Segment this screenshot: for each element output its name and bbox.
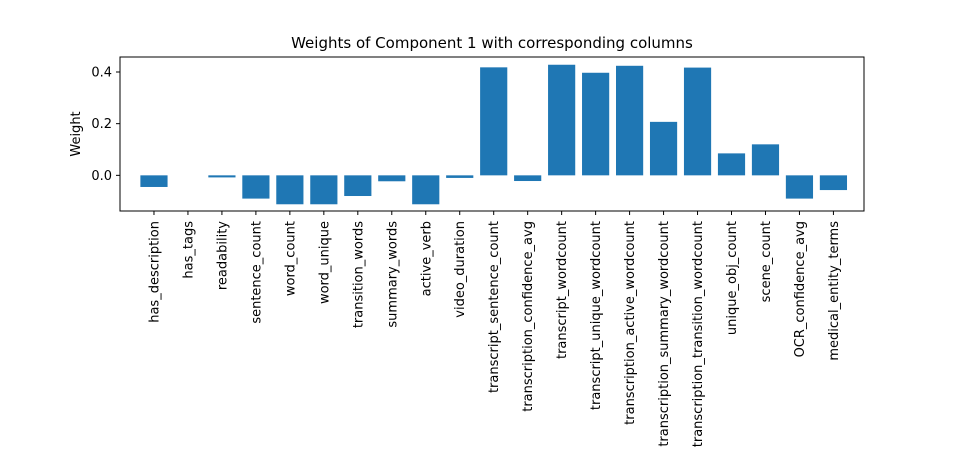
bar (208, 175, 236, 178)
x-tick-label: word_unique (317, 221, 332, 304)
bar (344, 175, 372, 197)
bar (548, 64, 576, 176)
bar (514, 175, 542, 182)
x-tick-label: transcription_summary_wordcount (657, 221, 672, 447)
bar (276, 175, 304, 205)
bar (242, 175, 270, 199)
bar (717, 153, 746, 176)
y-tick-label: 0.4 (91, 65, 112, 80)
x-tick-label: transcription_transition_wordcount (691, 221, 706, 447)
bar (582, 72, 610, 176)
x-tick-label: transcription_active_wordcount (623, 221, 638, 425)
bar (751, 144, 780, 176)
bar (140, 175, 168, 187)
x-axis: has_description has_tags readability senten… (147, 211, 842, 447)
bar (649, 121, 678, 176)
y-tick-label: 0.2 (91, 117, 112, 132)
x-tick-label: active_verb (419, 221, 434, 296)
x-tick-label: transcript_unique_wordcount (589, 221, 604, 410)
y-tick-label: 0.0 (91, 169, 112, 184)
x-tick-label: video_duration (453, 221, 468, 318)
x-tick-label: has_tags (181, 221, 196, 279)
bar (819, 175, 848, 191)
bars-layer (140, 64, 848, 205)
plot-area-frame (119, 56, 865, 212)
bar (412, 175, 440, 205)
bar (785, 175, 814, 199)
x-tick-label: transition_words (351, 221, 366, 328)
x-tick-label: scene_count (759, 221, 774, 302)
y-axis-label: Weight (69, 111, 84, 156)
x-tick-label: summary_words (385, 221, 400, 328)
x-tick-label: has_description (147, 221, 162, 323)
y-axis: 0.0 0.2 0.4 (91, 65, 120, 184)
x-tick-label: transcript_wordcount (555, 221, 570, 359)
x-tick-label: sentence_count (249, 221, 264, 324)
x-tick-label: word_count (283, 221, 298, 296)
x-tick-label: readability (215, 221, 230, 290)
bar (446, 175, 474, 178)
bar (616, 65, 644, 176)
bar (683, 67, 712, 176)
chart-title: Weights of Component 1 with correspondin… (291, 34, 693, 52)
bar (310, 175, 338, 205)
x-tick-label: transcript_sentence_count (487, 221, 502, 393)
bar (378, 175, 406, 182)
x-tick-label: medical_entity_terms (827, 221, 842, 361)
x-tick-label: transcription_confidence_avg (521, 221, 536, 412)
x-tick-label: unique_obj_count (725, 221, 740, 335)
x-tick-label: OCR_confidence_avg (793, 221, 808, 357)
bar (480, 67, 508, 176)
